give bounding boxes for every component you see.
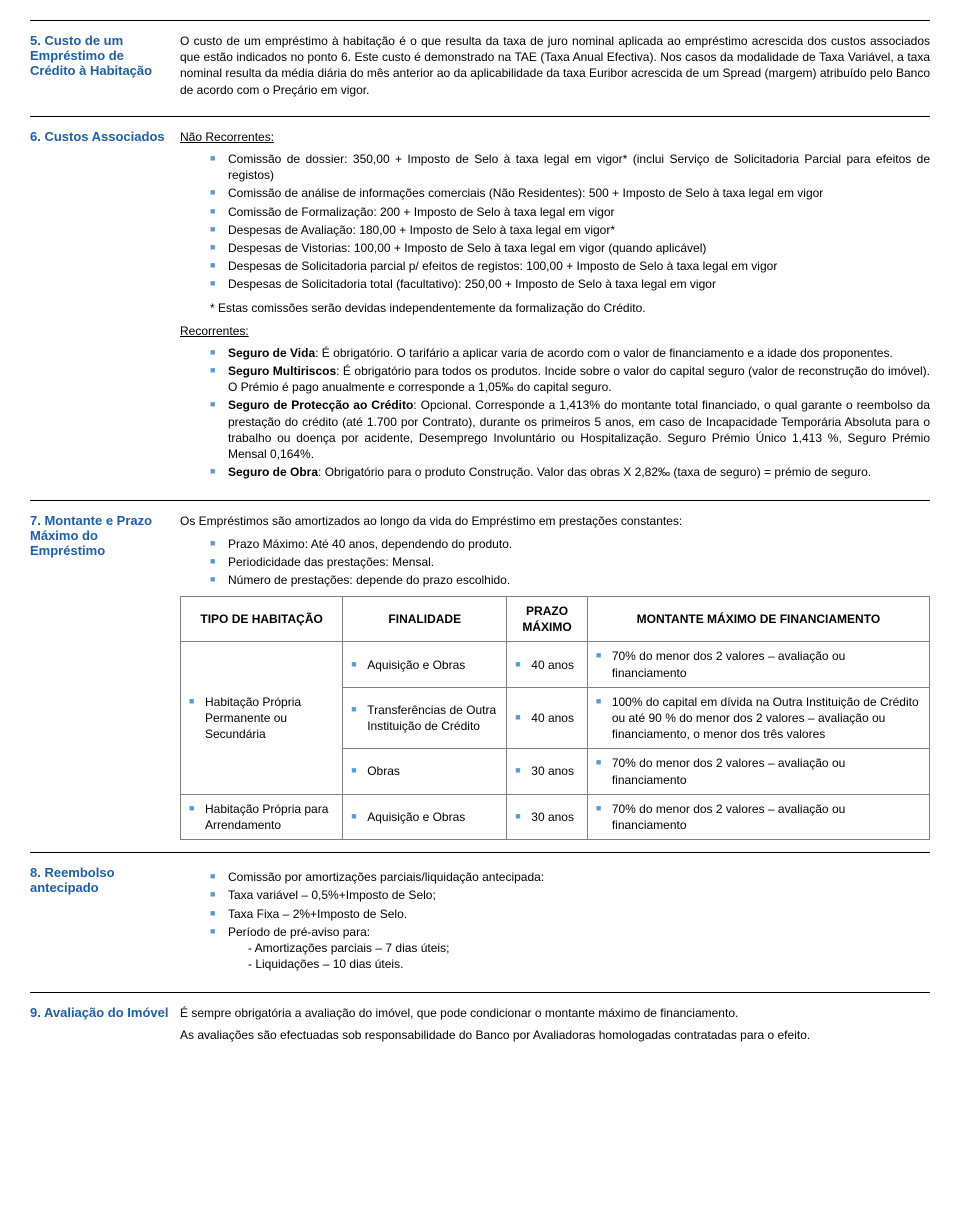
cell-text: 100% do capital em dívida na Outra Insti… <box>596 694 921 743</box>
td-prazo: 30 anos <box>507 749 588 794</box>
s7-intro-list: Prazo Máximo: Até 40 anos, dependendo do… <box>180 536 930 589</box>
list-item: Comissão de Formalização: 200 + Imposto … <box>210 204 930 220</box>
s9-p1: É sempre obrigatória a avaliação do imóv… <box>180 1005 930 1021</box>
section-8-title: 8. Reembolso antecipado <box>30 865 180 980</box>
th-fin: FINALIDADE <box>343 597 507 642</box>
cell-text: Aquisição e Obras <box>351 809 498 825</box>
table-header-row: TIPO DE HABITAÇÃO FINALIDADE PRAZO MÁXIM… <box>181 597 930 642</box>
cell-text: 40 anos <box>515 710 579 726</box>
list-item: Prazo Máximo: Até 40 anos, dependendo do… <box>210 536 930 552</box>
nr-label: Não Recorrentes: <box>180 129 930 145</box>
td-mont: 70% do menor dos 2 valores – avaliação o… <box>587 642 929 687</box>
section-9-title: 9. Avaliação do Imóvel <box>30 1005 180 1049</box>
list-item: Despesas de Solicitadoria total (faculta… <box>210 276 930 292</box>
bold-label: Seguro de Obra <box>228 465 318 479</box>
list-item: Seguro Multiriscos: É obrigatório para t… <box>210 363 930 395</box>
list-item: Seguro de Vida: É obrigatório. O tarifár… <box>210 345 930 361</box>
list-item: Comissão por amortizações parciais/liqui… <box>210 869 930 885</box>
list-item: Taxa variável – 0,5%+Imposto de Selo; <box>210 887 930 903</box>
nr-list: Comissão de dossier: 350,00 + Imposto de… <box>180 151 930 293</box>
cell-text: 30 anos <box>515 763 579 779</box>
bold-label: Seguro de Protecção ao Crédito <box>228 398 413 412</box>
cell-text: 70% do menor dos 2 valores – avaliação o… <box>596 801 921 833</box>
td-fin: Aquisição e Obras <box>343 794 507 839</box>
sub-line: - Liquidações – 10 dias úteis. <box>248 956 930 972</box>
td-tipo: Habitação Própria para Arrendamento <box>181 794 343 839</box>
cell-text: Habitação Própria Permanente ou Secundár… <box>189 694 334 743</box>
sub-line: - Amortizações parciais – 7 dias úteis; <box>248 940 930 956</box>
td-fin: Aquisição e Obras <box>343 642 507 687</box>
bold-label: Seguro Multiriscos <box>228 364 336 378</box>
td-prazo: 30 anos <box>507 794 588 839</box>
s9-p2: As avaliações são efectuadas sob respons… <box>180 1027 930 1043</box>
section-6-title: 6. Custos Associados <box>30 129 180 489</box>
list-item: Período de pré-aviso para: - Amortizaçõe… <box>210 924 930 973</box>
text: Período de pré-aviso para: <box>228 925 370 939</box>
s8-list: Comissão por amortizações parciais/liqui… <box>180 869 930 972</box>
section-8-body: Comissão por amortizações parciais/liqui… <box>180 865 930 980</box>
loan-table: TIPO DE HABITAÇÃO FINALIDADE PRAZO MÁXIM… <box>180 596 930 840</box>
list-item: Comissão de análise de informações comer… <box>210 185 930 201</box>
td-mont: 100% do capital em dívida na Outra Insti… <box>587 687 929 749</box>
th-prazo: PRAZO MÁXIMO <box>507 597 588 642</box>
section-7-title: 7. Montante e Prazo Máximo do Empréstimo <box>30 513 180 840</box>
td-tipo: Habitação Própria Permanente ou Secundár… <box>181 642 343 794</box>
table-row: Habitação Própria Permanente ou Secundár… <box>181 642 930 687</box>
list-item: Despesas de Vistorias: 100,00 + Imposto … <box>210 240 930 256</box>
list-item: Taxa Fixa – 2%+Imposto de Selo. <box>210 906 930 922</box>
list-item: Seguro de Protecção ao Crédito: Opcional… <box>210 397 930 462</box>
section-9-body: É sempre obrigatória a avaliação do imóv… <box>180 1005 930 1049</box>
section-7: 7. Montante e Prazo Máximo do Empréstimo… <box>30 500 930 852</box>
r-label: Recorrentes: <box>180 323 930 339</box>
section-6-body: Não Recorrentes: Comissão de dossier: 35… <box>180 129 930 489</box>
table-row: Habitação Própria para Arrendamento Aqui… <box>181 794 930 839</box>
section-9: 9. Avaliação do Imóvel É sempre obrigató… <box>30 992 930 1061</box>
td-fin: Transferências de Outra Instituição de C… <box>343 687 507 749</box>
cell-text: Transferências de Outra Instituição de C… <box>351 702 498 734</box>
list-item: Seguro de Obra: Obrigatório para o produ… <box>210 464 930 480</box>
section-5-body: O custo de um empréstimo à habitação é o… <box>180 33 930 104</box>
th-tipo: TIPO DE HABITAÇÃO <box>181 597 343 642</box>
td-prazo: 40 anos <box>507 642 588 687</box>
section-5-text: O custo de um empréstimo à habitação é o… <box>180 33 930 98</box>
section-6: 6. Custos Associados Não Recorrentes: Co… <box>30 116 930 501</box>
text: : Obrigatório para o produto Construção.… <box>318 465 871 479</box>
list-item: Número de prestações: depende do prazo e… <box>210 572 930 588</box>
list-item: Despesas de Avaliação: 180,00 + Imposto … <box>210 222 930 238</box>
th-mont: MONTANTE MÁXIMO DE FINANCIAMENTO <box>587 597 929 642</box>
cell-text: Aquisição e Obras <box>351 657 498 673</box>
nr-note: * Estas comissões serão devidas independ… <box>210 300 930 316</box>
cell-text: Obras <box>351 763 498 779</box>
list-item: Comissão de dossier: 350,00 + Imposto de… <box>210 151 930 183</box>
s8-sub: - Amortizações parciais – 7 dias úteis; … <box>228 940 930 972</box>
list-item: Despesas de Solicitadoria parcial p/ efe… <box>210 258 930 274</box>
cell-text: 40 anos <box>515 657 579 673</box>
section-8: 8. Reembolso antecipado Comissão por amo… <box>30 852 930 992</box>
td-fin: Obras <box>343 749 507 794</box>
section-5: 5. Custo de um Empréstimo de Crédito à H… <box>30 20 930 116</box>
td-prazo: 40 anos <box>507 687 588 749</box>
r-list: Seguro de Vida: É obrigatório. O tarifár… <box>180 345 930 481</box>
list-item: Periodicidade das prestações: Mensal. <box>210 554 930 570</box>
td-mont: 70% do menor dos 2 valores – avaliação o… <box>587 794 929 839</box>
s7-intro: Os Empréstimos são amortizados ao longo … <box>180 513 930 529</box>
bold-label: Seguro de Vida <box>228 346 315 360</box>
cell-text: 30 anos <box>515 809 579 825</box>
section-7-body: Os Empréstimos são amortizados ao longo … <box>180 513 930 840</box>
section-5-title: 5. Custo de um Empréstimo de Crédito à H… <box>30 33 180 104</box>
cell-text: 70% do menor dos 2 valores – avaliação o… <box>596 755 921 787</box>
td-mont: 70% do menor dos 2 valores – avaliação o… <box>587 749 929 794</box>
cell-text: 70% do menor dos 2 valores – avaliação o… <box>596 648 921 680</box>
cell-text: Habitação Própria para Arrendamento <box>189 801 334 833</box>
text: : É obrigatório. O tarifário a aplicar v… <box>315 346 893 360</box>
